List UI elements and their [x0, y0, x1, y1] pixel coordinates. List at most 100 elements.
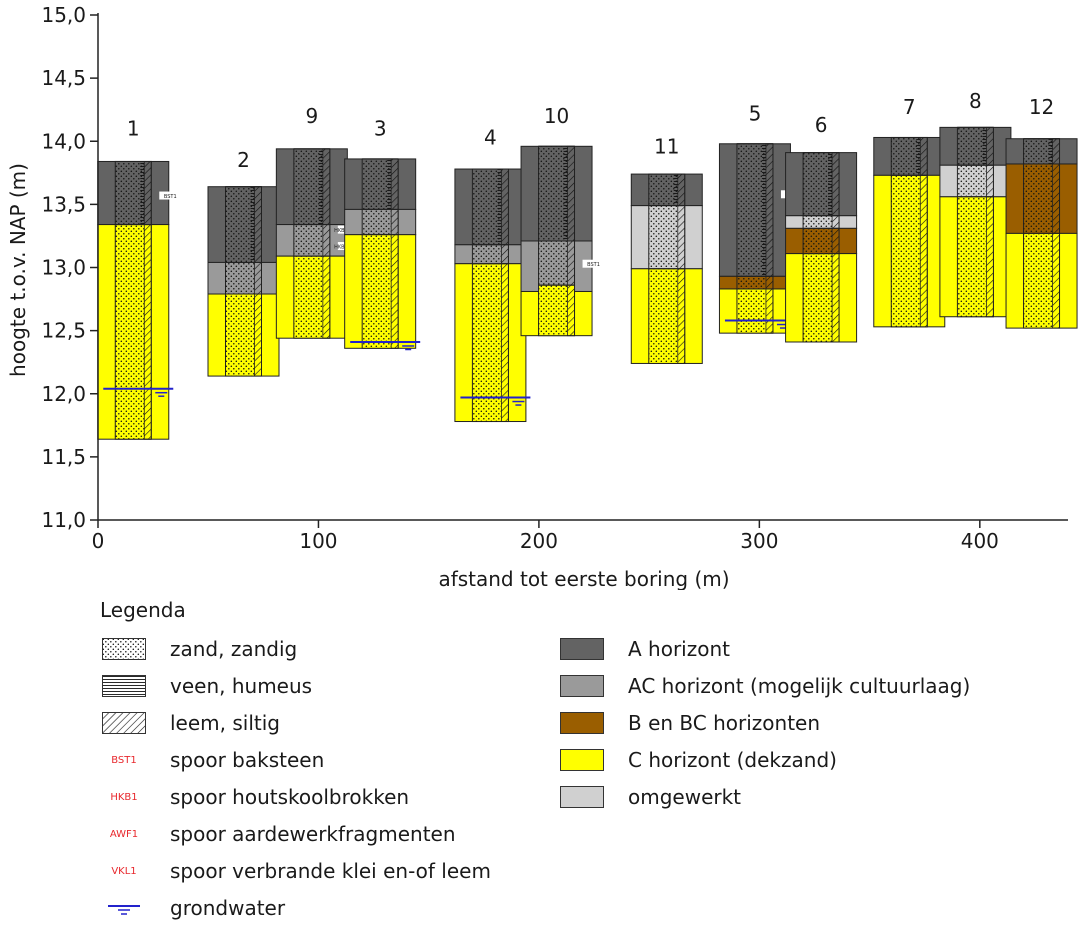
- boring-label: 1: [127, 117, 140, 141]
- sand-texture: [225, 262, 255, 295]
- sand-texture: [1023, 163, 1053, 234]
- sand-texture: [957, 196, 987, 317]
- legend-code-icon: VKL1: [111, 865, 137, 877]
- x-tick-label: 200: [520, 529, 558, 553]
- legend-label: spoor houtskoolbrokken: [170, 785, 410, 809]
- x-tick-label: 400: [961, 529, 999, 553]
- legend-label: leem, siltig: [170, 711, 280, 735]
- legend-label: spoor verbrande klei en-of leem: [170, 859, 491, 883]
- sand-texture: [736, 143, 766, 277]
- boring-4: 4: [454, 125, 531, 423]
- sand-texture: [648, 268, 678, 364]
- sand-texture: [736, 288, 766, 334]
- code-mark: BST1: [587, 262, 600, 268]
- legend-label: C horizont (dekzand): [628, 748, 837, 772]
- legend-label: spoor baksteen: [170, 748, 325, 772]
- sand-texture: [225, 186, 255, 263]
- sand-texture: [803, 215, 833, 229]
- y-tick-label: 11,0: [41, 508, 86, 532]
- peat-texture: [497, 169, 502, 245]
- x-tick-label: 0: [92, 529, 105, 553]
- sand-texture: [293, 148, 323, 225]
- sand-texture: [472, 263, 502, 422]
- legend-color-swatch: [560, 712, 604, 734]
- boring-label: 3: [374, 117, 387, 141]
- peat-texture: [387, 158, 392, 210]
- boring-3: 3: [344, 117, 421, 351]
- boring-label: 9: [305, 104, 318, 128]
- legend-left-item: HKB1 spoor houtskoolbrokken: [102, 782, 409, 812]
- boring-label: 10: [544, 104, 569, 128]
- legend-label: omgewerkt: [628, 785, 742, 809]
- sand-texture: [648, 205, 678, 269]
- sand-texture: [472, 169, 502, 245]
- groundwater-icon: [108, 905, 140, 915]
- sand-texture: [803, 228, 833, 254]
- x-tick-label: 100: [299, 529, 337, 553]
- sand-texture: [1023, 138, 1053, 164]
- sand-texture: [803, 253, 833, 342]
- y-tick-label: 11,5: [41, 445, 86, 469]
- sand-pattern-icon: [102, 638, 146, 660]
- legend-left-item: BST1 spoor baksteen: [102, 745, 324, 775]
- legend-swatch: [102, 638, 146, 660]
- legend-title: Legenda: [100, 598, 186, 622]
- legend-right-item: B en BC horizonten: [560, 708, 820, 738]
- sand-texture: [538, 146, 568, 241]
- legend-color-swatch: [560, 675, 604, 697]
- sand-texture: [115, 161, 145, 225]
- sand-texture: [1023, 233, 1053, 329]
- peat-texture: [1048, 138, 1053, 164]
- legend-swatch: [102, 675, 146, 697]
- peat-texture: [563, 146, 568, 241]
- boring-label: 4: [484, 125, 497, 149]
- x-axis-title: afstand tot eerste boring (m): [438, 567, 729, 590]
- peat-texture: [318, 148, 323, 225]
- peat-texture: [140, 161, 145, 225]
- peat-texture: [250, 186, 255, 263]
- y-tick-label: 13,5: [41, 192, 86, 216]
- legend-right-item: AC horizont (mogelijk cultuurlaag): [560, 671, 970, 701]
- sand-texture: [891, 137, 921, 176]
- boring-2: 2: [207, 148, 280, 377]
- boring-label: 11: [654, 134, 679, 158]
- legend-left-item: grondwater: [102, 893, 285, 923]
- boring-8: 8: [939, 89, 1012, 318]
- boring-12: 12: [1005, 95, 1078, 329]
- sand-texture: [225, 294, 255, 377]
- sand-texture: [362, 234, 392, 349]
- sand-texture: [648, 174, 678, 206]
- legend-label: veen, humeus: [170, 674, 313, 698]
- sand-texture: [293, 224, 323, 257]
- peat-texture: [828, 152, 833, 216]
- sand-texture: [293, 256, 323, 339]
- legend-color-swatch: [560, 638, 604, 660]
- legend-left-item: veen, humeus: [102, 671, 312, 701]
- sand-texture: [362, 158, 392, 210]
- boring-7: 7: [873, 95, 946, 328]
- y-tick-label: 13,0: [41, 256, 86, 280]
- y-tick-label: 12,5: [41, 319, 86, 343]
- boring-label: 6: [815, 113, 828, 137]
- legend-label: grondwater: [170, 896, 286, 920]
- boring-10: BST1 10: [520, 104, 605, 337]
- y-tick-label: 14,5: [41, 66, 86, 90]
- legend-code-icon: HKB1: [110, 791, 138, 803]
- sand-texture: [957, 127, 987, 166]
- boring-6: 6: [785, 113, 858, 343]
- legend-label: A horizont: [628, 637, 730, 661]
- y-tick-label: 12,0: [41, 382, 86, 406]
- legend-label: spoor aardewerkfragmenten: [170, 822, 456, 846]
- legend-right-item: omgewerkt: [560, 782, 741, 812]
- sand-texture: [538, 285, 568, 336]
- code-mark-box: [159, 191, 182, 200]
- legend-right-item: A horizont: [560, 634, 730, 664]
- boring-label: 2: [237, 148, 250, 172]
- legend-code-icon: AWF1: [109, 828, 139, 840]
- boring-1: BST1 1: [97, 117, 182, 440]
- peat-texture: [673, 174, 678, 206]
- legend-code-icon: BST1: [111, 754, 137, 766]
- loam-pattern-icon: [102, 712, 146, 734]
- peat-texture: [916, 137, 921, 176]
